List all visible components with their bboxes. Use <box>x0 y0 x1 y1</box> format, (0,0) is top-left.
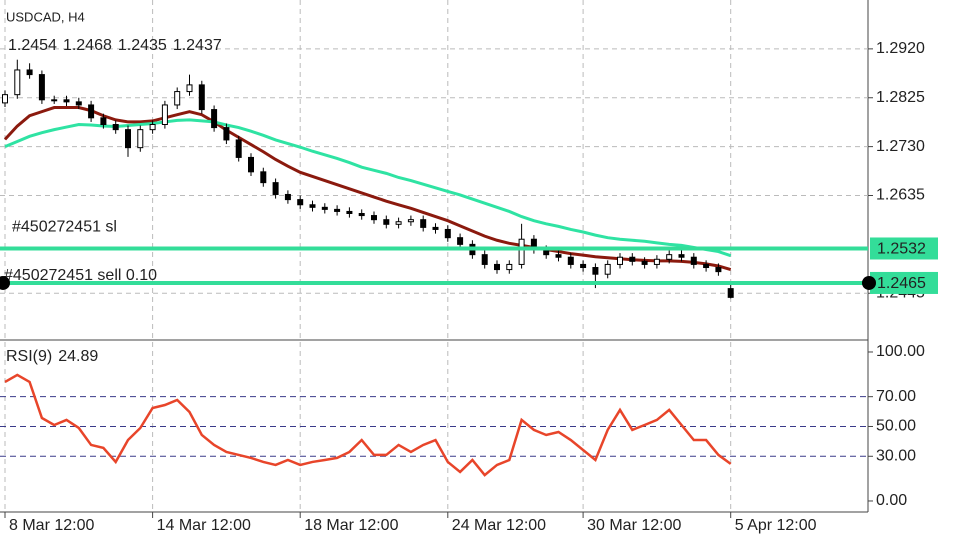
candle-body <box>198 84 205 111</box>
candle-body <box>506 263 513 271</box>
candle-body <box>223 127 230 141</box>
candle-body <box>100 117 107 125</box>
candle-body <box>567 256 574 265</box>
candle-body <box>112 123 119 131</box>
candle-body <box>334 208 341 212</box>
open-value: 1.2454 <box>8 37 57 54</box>
y-tick-label: 0.00 <box>876 492 907 509</box>
candle-body <box>629 256 636 262</box>
rsi-name: RSI(9) <box>6 348 52 365</box>
y-tick-label: 1.2730 <box>876 138 925 155</box>
candle-body <box>580 263 587 269</box>
candle-body <box>444 228 451 239</box>
moving-average <box>4 118 732 258</box>
x-tick-label: 5 Apr 12:00 <box>735 517 817 534</box>
candle-body <box>149 123 156 131</box>
symbol-title: USDCAD, H4 <box>6 9 85 24</box>
y-tick-label: 50.00 <box>876 418 916 435</box>
plot <box>2 59 734 477</box>
candle-body <box>432 226 439 230</box>
y-tick-label: 70.00 <box>876 388 916 405</box>
x-tick-label: 8 Mar 12:00 <box>9 517 94 534</box>
candle-body <box>518 238 525 265</box>
rsi-value: 24.89 <box>58 348 98 365</box>
candle-body <box>38 74 45 101</box>
rsi-title: RSI(9) 24.89 <box>6 348 98 365</box>
candle-body <box>235 139 242 158</box>
candle-body <box>555 254 562 258</box>
drag-handle[interactable] <box>862 275 876 290</box>
candle-body <box>211 109 218 129</box>
candle-body <box>383 219 390 225</box>
candle-body <box>690 256 697 265</box>
candle-body <box>727 288 734 298</box>
x-tick-label: 30 Mar 12:00 <box>587 517 681 534</box>
overlay: #450272451 sl 1.2532 #450272451 sell 0.10 1… <box>0 219 938 294</box>
price-tag-label: 1.2465 <box>877 275 926 292</box>
candle-body <box>321 206 328 210</box>
candle-body <box>358 213 365 217</box>
price-tag <box>870 237 938 260</box>
candle-body <box>604 263 611 275</box>
price-tag-label: 1.2532 <box>877 241 926 258</box>
close-value: 1.2437 <box>173 37 222 54</box>
candle-body <box>75 101 82 106</box>
candle-body <box>395 221 402 225</box>
candle-body <box>248 156 254 173</box>
candle-body <box>371 215 377 221</box>
candle-body <box>26 69 33 76</box>
candle-body <box>125 129 131 149</box>
y-tick-label: 1.2920 <box>876 40 925 57</box>
y-tick-label: 100.00 <box>876 343 925 360</box>
candle-body <box>715 267 722 273</box>
candle-body <box>346 210 353 215</box>
candle-body <box>14 69 21 96</box>
high-value: 1.2468 <box>63 37 112 54</box>
candle-body <box>617 256 623 265</box>
drag-handle[interactable] <box>0 275 10 290</box>
candle-body <box>186 84 193 93</box>
candle-body <box>494 263 500 271</box>
candle-body <box>666 254 673 260</box>
candle-body <box>272 182 279 195</box>
candle-body <box>481 254 488 265</box>
y-tick-label: 1.2635 <box>876 187 925 204</box>
y-tick-label: 30.00 <box>876 447 916 464</box>
candle-body <box>174 91 181 106</box>
ohlc-readout: 1.2454 1.2468 1.2435 1.2437 <box>8 37 222 54</box>
y-tick-label: 1.2825 <box>876 89 925 106</box>
x-tick-label: 18 Mar 12:00 <box>304 517 398 534</box>
candle-body <box>309 204 316 208</box>
candle-body <box>678 254 685 258</box>
candle-body <box>653 258 660 265</box>
low-value: 1.2435 <box>118 37 167 54</box>
candle-body <box>2 94 8 104</box>
x-tick-label: 14 Mar 12:00 <box>157 517 251 534</box>
order-label: #450272451 sell 0.10 <box>4 267 157 284</box>
rsi-line <box>4 373 732 477</box>
candle-body <box>137 129 144 149</box>
candle-body <box>641 260 648 265</box>
candle-body <box>161 104 168 125</box>
candle-body <box>88 104 95 119</box>
moving-average <box>3 106 732 272</box>
candle-body <box>260 171 267 184</box>
candle-body <box>457 237 464 245</box>
order-label: #450272451 sl <box>12 219 117 236</box>
candle-body <box>51 99 58 102</box>
candle-body <box>297 199 304 206</box>
candle-body <box>420 219 427 228</box>
candle-body <box>592 267 599 275</box>
candle-body <box>703 263 710 269</box>
candle-body <box>284 193 291 201</box>
candle-body <box>407 219 414 223</box>
price-tag <box>870 271 938 294</box>
candle-body <box>63 99 70 103</box>
x-tick-label: 24 Mar 12:00 <box>452 517 546 534</box>
